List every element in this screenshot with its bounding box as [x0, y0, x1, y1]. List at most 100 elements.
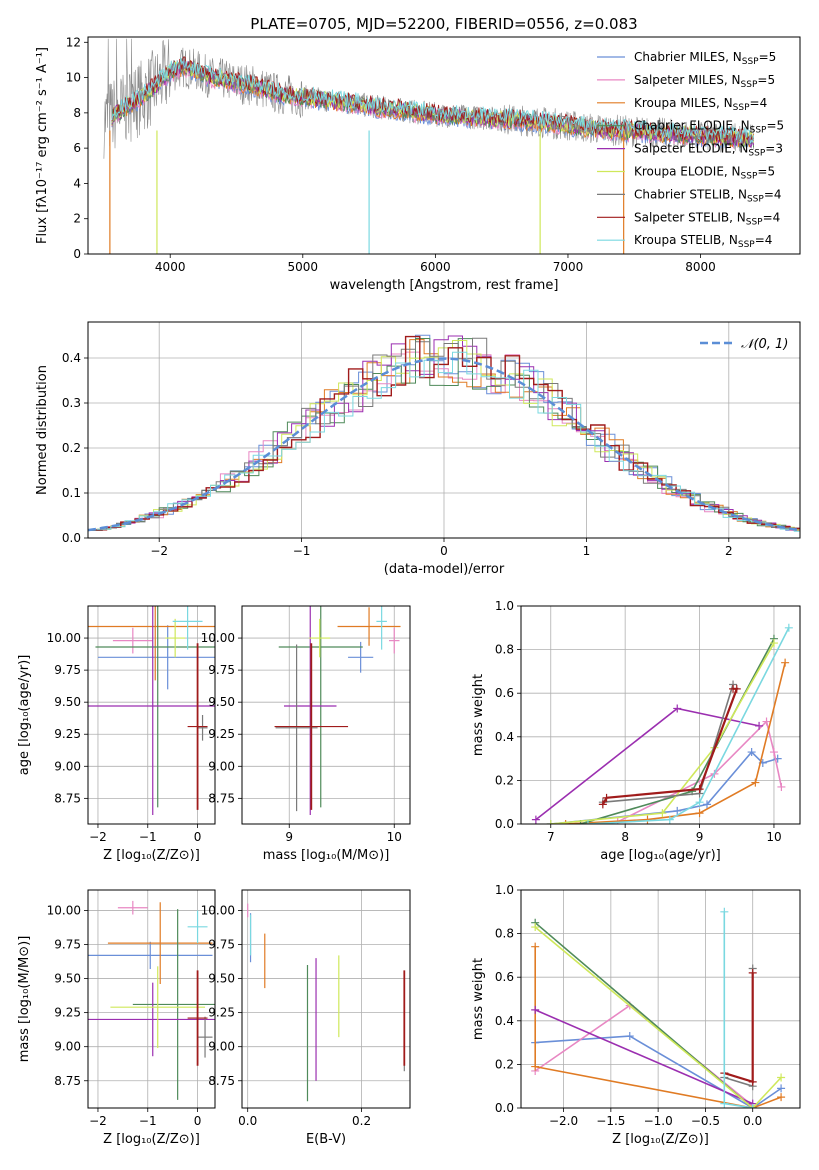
massweight_vs_age-ytick-label: 0.6 [495, 686, 514, 700]
legend-label-sub: SSP [733, 103, 750, 113]
series-line-kroupa_miles [565, 662, 786, 824]
legend-gaussian-label: 𝒩(0, 1) [741, 337, 788, 352]
mass_vs_Z-plot-area [88, 900, 215, 1100]
residuals-chart: −2 −1 0 1 2 0.0 0.1 0.2 0.3 0.4 (data-model)/error… [35, 321, 801, 577]
residuals-ylabel: Normed distribution [35, 365, 50, 495]
series-marker-chabrier_miles [673, 806, 682, 815]
age_vs_Z-plot-area [88, 606, 215, 816]
series-marker-kroupa_miles [777, 1093, 786, 1102]
massweight_vs_age-xtick-label: 9 [696, 830, 704, 844]
spectrum-ytick-label: 4 [73, 176, 81, 190]
series-marker-kroupa_elodie [769, 639, 778, 648]
residuals-ytick-label: 0.4 [62, 351, 81, 365]
mass_vs_ebv-frame [241, 889, 411, 1109]
spectrum-xtick-label: 8000 [685, 260, 716, 274]
residuals-xtick-label: −2 [150, 544, 168, 558]
residuals-plot-area [88, 334, 800, 532]
series-marker-salpeter_elodie [531, 815, 540, 824]
massweight_vs_Z-ylabel: mass weight [471, 958, 486, 1040]
massweight_vs_Z-xlabel: Z [log₁₀(Z/Z⊙)] [612, 1132, 709, 1147]
legend-label-base: Kroupa MILES, N [634, 96, 733, 110]
spectrum-xlabel: wavelength [Angstrom, rest frame] [330, 278, 559, 293]
series-line-salpeter_elodie [534, 1009, 754, 1105]
legend-label-tail: =4 [764, 187, 782, 201]
massweight_vs_Z-ytick-label: 0.4 [495, 1014, 514, 1028]
mass_vs_ebv-plot-area [247, 903, 406, 1102]
series-marker-kroupa_stelib [665, 815, 674, 824]
massweight_vs_age-ylabel: mass weight [471, 674, 486, 756]
series-marker-kroupa_miles [531, 1062, 540, 1071]
massweight_vs_age-chart: 7 8 9 10 0.0 0.2 0.4 0.6 0.8 1.0 age [log₁₀(age/yr… [471, 599, 801, 863]
massweight_vs_Z-ytick-label: 0.2 [495, 1057, 514, 1071]
massweight_vs_age-xlabel: age [log₁₀(age/yr)] [600, 848, 721, 863]
series-marker-salpeter_stelib [598, 800, 607, 809]
mass_vs_Z-frame [87, 889, 216, 1109]
spectrum-ytick-label: 8 [73, 106, 81, 120]
mass_vs_ebv-ytick-label: 10.00 [201, 903, 235, 917]
age_vs_mass-xtick-label: 10 [387, 830, 402, 844]
legend-label-salpeter_stelib: Salpeter STELIB, NSSP=4 [634, 210, 780, 227]
age_vs_mass-ytick-label: 9.25 [208, 727, 235, 741]
age_vs_Z-ytick-label: 9.50 [54, 695, 81, 709]
age_vs_Z-xtick-label: 0 [194, 830, 202, 844]
legend-label-chabrier_miles: Chabrier MILES, NSSP=5 [634, 50, 776, 67]
massweight_vs_Z-plot-area [531, 907, 786, 1108]
massweight_vs_Z-ytick-label: 0.8 [495, 927, 514, 941]
series-marker-salpeter_elodie [673, 704, 682, 713]
legend-label-base: Kroupa STELIB, N [634, 233, 738, 247]
massweight_vs_Z-xtick-label: −1.5 [596, 1114, 625, 1128]
legend-label-sub: SSP [747, 194, 764, 204]
massweight_vs_Z-chart: −2.0 −1.5 −1.0 −0.5 0.0 0.0 0.2 0.4 0.6 0.8 1.0 Z [… [471, 883, 801, 1147]
series-marker-salpeter_elodie [531, 1005, 540, 1014]
age_vs_mass-xtick-label: 9 [285, 830, 293, 844]
age_vs_Z-xlabel: Z [log₁₀(Z/Z⊙)] [103, 848, 200, 863]
massweight_vs_age-ytick-label: 0.2 [495, 773, 514, 787]
spectrum-model-kroupa_stelib [111, 57, 755, 144]
massweight_vs_age-xtick-label: 10 [766, 830, 781, 844]
series-marker-kroupa_miles [751, 778, 760, 787]
age_vs_Z-ytick-label: 9.00 [54, 759, 81, 773]
legend-label-kroupa_stelib: Kroupa STELIB, NSSP=4 [634, 233, 772, 250]
series-marker-salpeter_miles [762, 717, 771, 726]
mass_vs_ebv-chart: 0.0 0.2 8.75 9.00 9.25 9.50 9.75 10.00 E(B-V) [201, 889, 411, 1147]
age_vs_Z-xtick-label: −1 [139, 830, 157, 844]
series-marker-kroupa_elodie [658, 809, 667, 818]
spectrum-chart: 4000 5000 6000 7000 8000 0 2 4 6 8 10 12 wavelength … [35, 15, 801, 293]
series-marker-salpeter_stelib [729, 684, 738, 693]
residuals-xtick-label: 2 [725, 544, 733, 558]
legend-label-kroupa_elodie: Kroupa ELODIE, NSSP=5 [634, 165, 775, 182]
legend-label-sub: SSP [741, 80, 758, 90]
legend-label-base: Kroupa ELODIE, N [634, 165, 741, 179]
series-marker-salpeter_miles [777, 782, 786, 791]
age_vs_Z-chart: −2 −1 0 8.75 9.00 9.25 9.50 9.75 10.00 Z [log₁₀(Z… [17, 605, 216, 863]
massweight_vs_age-frame [520, 605, 801, 825]
histogram-salpeter_stelib [92, 335, 800, 531]
legend-label-sub: SSP [748, 149, 765, 159]
massweight_vs_age-ytick-label: 1.0 [495, 599, 514, 613]
series-marker-kroupa_stelib [784, 623, 793, 632]
series-line-kroupa_elodie [550, 642, 775, 824]
massweight_vs_Z-xtick-label: 0.0 [743, 1114, 762, 1128]
residuals-ytick-label: 0.1 [62, 486, 81, 500]
mass_vs_ebv-xtick-label: 0.2 [352, 1114, 371, 1128]
legend-label-base: Chabrier STELIB, N [634, 187, 747, 201]
massweight_vs_Z-xtick-label: −2.0 [549, 1114, 578, 1128]
spectrum-xtick-label: 7000 [553, 260, 584, 274]
legend-label-tail: =4 [755, 233, 773, 247]
mass_vs_Z-ytick-label: 9.00 [54, 1040, 81, 1054]
legend-label-base: Chabrier ELODIE, N [634, 119, 750, 133]
mass_vs_Z-xtick-label: 0 [194, 1114, 202, 1128]
series-marker-kroupa_stelib [695, 798, 704, 807]
age_vs_mass-ytick-label: 8.75 [208, 791, 235, 805]
legend-label-base: Salpeter MILES, N [634, 73, 741, 87]
spectrum-ytick-label: 10 [66, 71, 81, 85]
mass_vs_Z-xlabel: Z [log₁₀(Z/Z⊙)] [103, 1132, 200, 1147]
spectrum-frame [87, 36, 801, 255]
mass_vs_ebv-ytick-label: 9.75 [208, 938, 235, 952]
massweight_vs_Z-xtick-label: −0.5 [691, 1114, 720, 1128]
series-line-kroupa_stelib [587, 627, 790, 824]
legend-label-sub: SSP [746, 217, 763, 227]
series-marker-kroupa_stelib [583, 820, 592, 824]
legend-label-tail: =4 [750, 96, 768, 110]
series-marker-kroupa_elodie [531, 923, 540, 932]
